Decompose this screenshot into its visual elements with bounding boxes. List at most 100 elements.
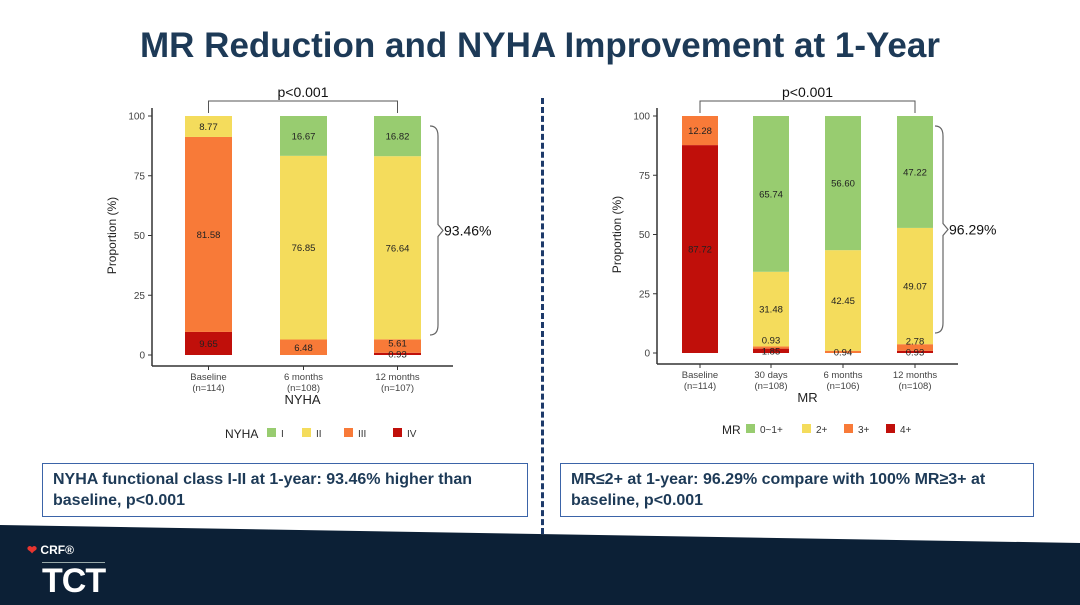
data-label: 5.61 [388,338,407,349]
p-value-label: p<0.001 [278,84,329,100]
data-label: 0.93 [906,347,925,358]
legend-swatch-4+ [886,424,895,433]
bar-segment-II [280,155,327,340]
y-axis-label: Proportion (%) [105,197,119,274]
legend-label: 4+ [900,425,912,436]
bar-segment-2+ [753,271,789,347]
legend-title: NYHA [225,427,258,441]
data-label: 81.58 [197,230,221,241]
curly-brace [429,125,444,336]
y-tick-label: 50 [134,231,146,242]
p-value-bracket [699,100,916,113]
x-tick-label: Baseline [190,372,226,383]
x-tick-n: (n=107) [381,383,414,394]
bar-segment-III [374,339,421,353]
bar-segment-IV [185,331,232,355]
data-label: 47.22 [903,167,927,178]
x-tick-label: 30 days [754,370,788,381]
x-tick-label: Baseline [682,370,718,381]
data-label: 49.07 [903,282,927,293]
bar-segment-III [185,136,232,332]
y-axis-label: Proportion (%) [610,196,624,273]
legend-swatch-IV [393,428,402,437]
mr-summary-box: MR≤2+ at 1-year: 96.29% compare with 100… [560,463,1034,517]
data-label: 1.85 [762,346,781,357]
tct-logo: TCT [42,562,106,600]
bar-segment-2+ [825,250,861,351]
x-tick-n: (n=106) [826,381,859,392]
legend-swatch-3+ [844,424,853,433]
bar-segment-IV [374,352,421,355]
legend-label: III [358,429,366,440]
y-tick-label: 0 [644,349,650,360]
data-label: 76.85 [292,243,316,254]
legend-label: 3+ [858,425,870,436]
bar-segment-4+ [753,348,789,353]
bar-segment-0~1+ [897,116,933,228]
legend-title: MR [722,423,741,437]
x-axis-label: MR [797,390,817,405]
bar-segment-0~1+ [753,116,789,272]
legend-swatch-I [267,428,276,437]
x-tick-label: 6 months [823,370,862,381]
data-label: 16.82 [386,132,410,143]
p-value-bracket [208,100,398,113]
legend-swatch-III [344,428,353,437]
legend-swatch-2+ [802,424,811,433]
bar-segment-3+ [897,344,933,351]
y-tick-label: 100 [633,112,650,123]
data-label: 42.45 [831,296,855,307]
slide-title: MR Reduction and NYHA Improvement at 1-Y… [140,26,940,65]
x-tick-label: 6 months [284,372,323,383]
data-label: 0.93 [762,335,781,346]
bar-segment-4+ [897,350,933,353]
y-tick-label: 0 [139,351,145,362]
bar-segment-I [374,116,421,157]
bar-segment-4+ [682,145,718,353]
data-label: 12.28 [688,126,712,137]
x-tick-n: (n=114) [684,381,716,392]
x-axis-label: NYHA [284,392,320,407]
x-tick-n: (n=108) [287,383,320,394]
nyha-summary-box: NYHA functional class I-II at 1-year: 93… [42,463,528,517]
x-tick-label: 12 months [893,370,938,381]
bar-segment-III [280,339,327,355]
bar-segment-3+ [753,346,789,349]
heart-icon: ❤ [27,543,38,557]
legend-label: II [316,429,322,440]
crf-logo: ❤ CRF® [27,543,74,557]
y-tick-label: 75 [134,171,146,182]
brace-label: 93.46% [444,223,491,239]
y-tick-label: 100 [128,112,145,123]
y-tick-label: 75 [639,171,651,182]
data-label: 0.93 [388,349,407,360]
x-tick-label: 12 months [375,372,420,383]
data-label: 8.77 [199,122,218,133]
x-tick-n: (n=114) [192,383,224,394]
y-tick-label: 25 [134,291,146,302]
p-value-label: p<0.001 [782,84,833,100]
bar-segment-3+ [825,350,861,353]
legend-label: IV [407,429,417,440]
data-label: 2.78 [906,336,925,347]
legend-swatch-II [302,428,311,437]
bar-segment-3+ [682,116,718,146]
bar-segment-II [374,156,421,340]
data-label: 87.72 [688,245,712,256]
data-label: 0.94 [834,347,853,358]
bar-segment-I [280,116,327,156]
bar-segment-II [185,116,232,137]
data-label: 65.74 [759,189,783,200]
y-tick-label: 50 [639,230,651,241]
curly-brace [934,125,949,334]
data-label: 6.48 [294,343,313,354]
data-label: 56.60 [831,179,855,190]
data-label: 76.64 [386,243,410,254]
legend-label: 0~1+ [760,425,783,436]
legend-label: 2+ [816,425,828,436]
legend-swatch-0~1+ [746,424,755,433]
data-label: 16.67 [292,131,316,142]
x-tick-n: (n=108) [754,381,787,392]
